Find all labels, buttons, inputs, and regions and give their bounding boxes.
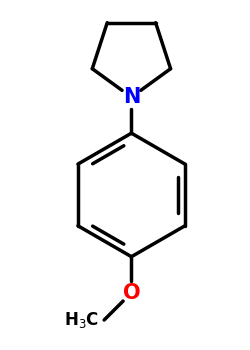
- Text: N: N: [123, 87, 140, 107]
- Text: O: O: [122, 283, 140, 303]
- Text: H$_3$C: H$_3$C: [64, 310, 99, 330]
